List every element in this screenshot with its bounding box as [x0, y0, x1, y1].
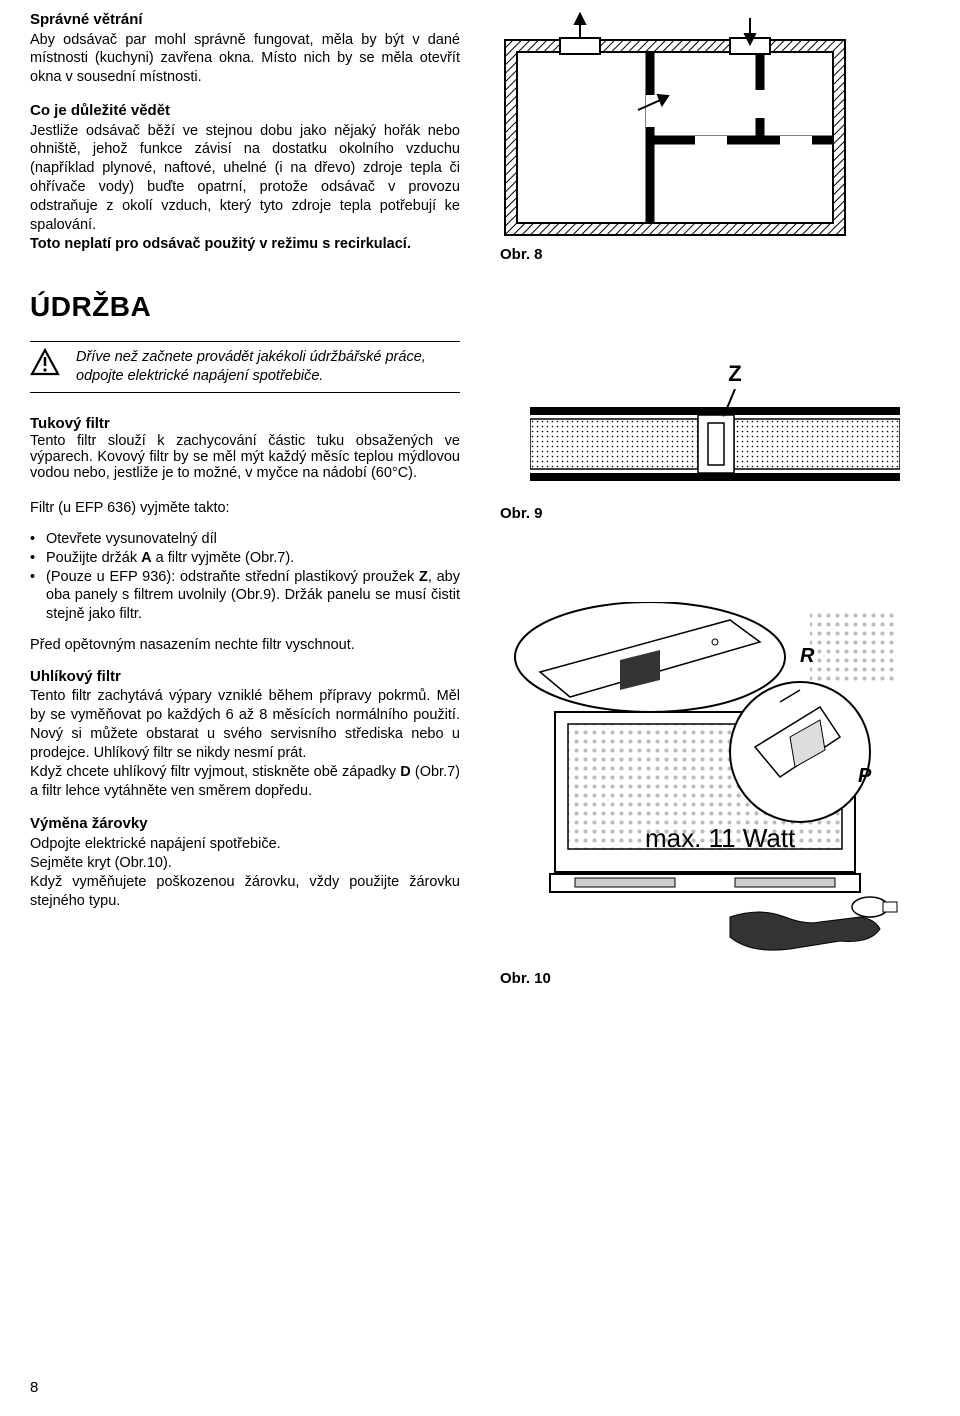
top-row: Správné větrání Aby odsávač par mohl spr… — [30, 10, 930, 263]
figure-10-label: Obr. 10 — [500, 970, 930, 987]
grease-bullets: Otevřete vysunovatelný díl Použijte držá… — [30, 530, 460, 624]
warning-left: Dříve než začnete provádět jakékoli údrž… — [30, 341, 460, 499]
warning-box: Dříve než začnete provádět jakékoli údrž… — [30, 341, 460, 393]
para-important-body: Jestliže odsávač běží ve stejnou dobu ja… — [30, 123, 460, 233]
warning-row-wrapper: Dříve než začnete provádět jakékoli údrž… — [30, 341, 930, 499]
figure-10-diagram: R P max. 11 Watt — [500, 602, 900, 962]
filter-list-row: Filtr (u EFP 636) vyjměte takto: Otevřet… — [30, 499, 930, 987]
filter-list-col: Filtr (u EFP 636) vyjměte takto: Otevřet… — [30, 499, 460, 987]
warning-icon — [30, 348, 60, 376]
figure-8-floorplan — [500, 10, 850, 240]
figure-9-filter — [530, 389, 900, 499]
heading-grease: Tukový filtr — [30, 415, 460, 432]
para-carbon: Tento filtr zachytává výpary vzniklé běh… — [30, 687, 460, 762]
z-label: Z — [728, 361, 741, 387]
bullet-2: Použijte držák A a filtr vyjměte (Obr.7)… — [30, 549, 460, 568]
r-label-svg: R — [800, 645, 815, 667]
heading-ventilation: Správné větrání — [30, 10, 460, 30]
page-number: 8 — [30, 1379, 38, 1396]
top-right-col: Obr. 8 — [500, 10, 930, 263]
para-important-bold: Toto neplatí pro odsávač použitý v režim… — [30, 236, 411, 252]
para-ventilation: Aby odsávač par mohl správně fungovat, m… — [30, 31, 460, 88]
figure-9-label: Obr. 9 — [500, 505, 930, 522]
p-label-svg: P — [858, 765, 872, 787]
heading-carbon: Uhlíkový filtr — [30, 667, 460, 687]
grease-list-intro: Filtr (u EFP 636) vyjměte takto: — [30, 499, 460, 518]
heading-important: Co je důležité vědět — [30, 101, 460, 121]
top-left-col: Správné větrání Aby odsávač par mohl spr… — [30, 10, 460, 263]
watt-label-svg: max. 11 Watt — [645, 823, 796, 853]
bullet-3: (Pouze u EFP 936): odstraňte střední pla… — [30, 568, 460, 625]
figure-9-col: Z — [500, 341, 930, 499]
page: Správné větrání Aby odsávač par mohl spr… — [30, 10, 930, 987]
figure-10-col: Obr. 9 — [500, 499, 930, 987]
para-bulb: Odpojte elektrické napájení spotřebiče. … — [30, 835, 460, 910]
heading-maintenance: ÚDRŽBA — [30, 291, 930, 323]
para-carbon2: Když chcete uhlíkový filtr vyjmout, stis… — [30, 763, 460, 801]
bullet-1: Otevřete vysunovatelný díl — [30, 530, 460, 549]
para-grease: Tento filtr slouží k zachycování částic … — [30, 433, 460, 481]
carbon-body: Tento filtr zachytává výpary vzniklé běh… — [30, 688, 460, 761]
heading-bulb: Výměna žárovky — [30, 814, 460, 834]
warning-text: Dříve než začnete provádět jakékoli údrž… — [76, 348, 460, 386]
para-important: Jestliže odsávač běží ve stejnou dobu ja… — [30, 122, 460, 254]
figure-8-label: Obr. 8 — [500, 246, 543, 263]
grease-after: Před opětovným nasazením nechte filtr vy… — [30, 636, 460, 655]
